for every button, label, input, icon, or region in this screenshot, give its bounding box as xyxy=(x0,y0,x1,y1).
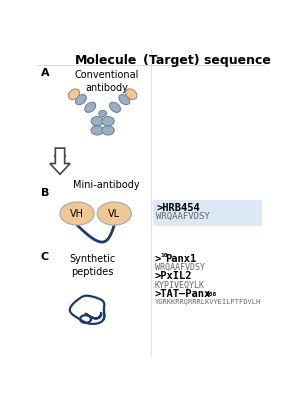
Text: Synthetic
peptides: Synthetic peptides xyxy=(69,254,116,277)
Ellipse shape xyxy=(91,126,103,135)
Ellipse shape xyxy=(60,202,94,225)
Ellipse shape xyxy=(102,126,114,135)
Ellipse shape xyxy=(76,94,86,105)
Text: Conventional
antibody: Conventional antibody xyxy=(74,70,139,93)
Text: WRQAAFVDSY: WRQAAFVDSY xyxy=(156,212,210,221)
Text: >HRB454: >HRB454 xyxy=(156,203,200,213)
FancyBboxPatch shape xyxy=(153,200,261,226)
Ellipse shape xyxy=(110,102,121,112)
Ellipse shape xyxy=(99,110,106,116)
Text: Molecule: Molecule xyxy=(75,54,138,67)
Text: 308: 308 xyxy=(206,292,217,297)
Text: KYPIVEQYLK: KYPIVEQYLK xyxy=(155,280,205,290)
Text: >: > xyxy=(155,254,161,264)
Ellipse shape xyxy=(126,89,137,100)
Ellipse shape xyxy=(91,116,103,126)
Text: YGRKKRRQRRRLKVYEILPTFDVLH: YGRKKRRQRRRLKVYEILPTFDVLH xyxy=(155,298,261,304)
Text: VH: VH xyxy=(70,208,84,218)
Ellipse shape xyxy=(119,94,130,105)
Text: Panx1: Panx1 xyxy=(165,254,196,264)
Text: Mini-antibody: Mini-antibody xyxy=(73,180,140,190)
Polygon shape xyxy=(50,148,70,174)
Text: WRQAAFVDSY: WRQAAFVDSY xyxy=(155,263,205,272)
Ellipse shape xyxy=(68,89,80,100)
Ellipse shape xyxy=(85,102,96,112)
Ellipse shape xyxy=(102,116,114,126)
Text: (Target) sequence: (Target) sequence xyxy=(143,54,271,67)
Ellipse shape xyxy=(97,202,131,225)
Text: B: B xyxy=(41,188,49,198)
Text: A: A xyxy=(41,68,49,78)
Text: VL: VL xyxy=(108,208,120,218)
Text: >PxIL2: >PxIL2 xyxy=(155,271,192,281)
Text: C: C xyxy=(41,252,49,262)
Text: >TAT–Panx: >TAT–Panx xyxy=(155,289,211,299)
Text: 10: 10 xyxy=(160,253,168,258)
